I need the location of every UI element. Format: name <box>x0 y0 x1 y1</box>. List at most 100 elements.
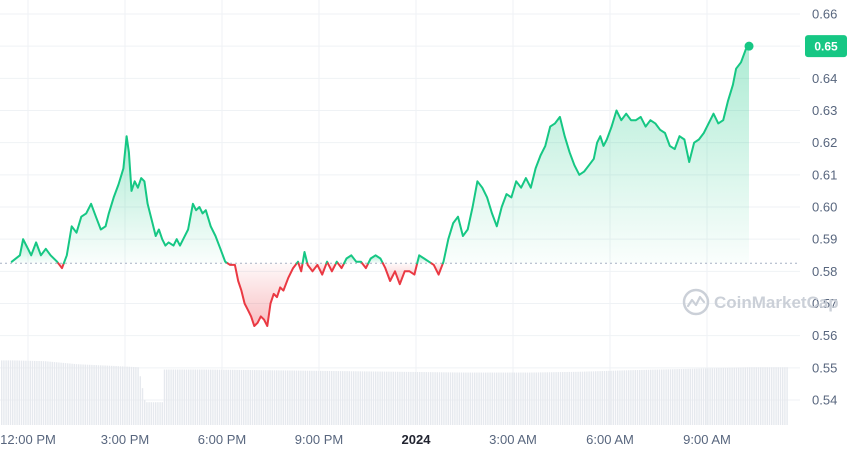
volume-bar <box>18 360 20 425</box>
volume-bar <box>768 367 771 425</box>
price-line-down <box>57 262 65 270</box>
volume-bar <box>232 369 234 425</box>
volume-bar <box>621 370 623 425</box>
volume-bar <box>588 371 590 425</box>
volume-bar <box>672 369 674 425</box>
volume-bar <box>372 371 375 425</box>
volume-bar <box>304 370 306 425</box>
x-tick-label: 9:00 AM <box>683 432 731 447</box>
volume-bar <box>355 371 357 425</box>
current-price-marker[interactable] <box>744 41 754 51</box>
volume-bar <box>152 402 155 425</box>
volume-bar <box>654 369 656 425</box>
volume-bar <box>419 372 421 425</box>
volume-bar <box>188 369 190 425</box>
volume-bar <box>623 370 625 425</box>
volume-bar <box>597 371 599 425</box>
volume-bar <box>234 369 236 425</box>
volume-bar <box>31 360 34 425</box>
volume-bar <box>64 363 67 425</box>
volume-bar <box>247 370 249 425</box>
volume-bar <box>148 402 150 425</box>
watermark-text: CoinMarketCap <box>714 293 839 312</box>
volume-bar <box>115 366 117 425</box>
x-tick-label: 3:00 PM <box>101 432 149 447</box>
volume-bar <box>586 371 588 425</box>
price-line-down <box>430 262 444 276</box>
volume-bar <box>51 361 53 425</box>
volume-bar <box>93 364 95 425</box>
volume-bar <box>212 369 214 425</box>
volume-bar <box>504 372 507 425</box>
volume-bar <box>656 369 658 425</box>
volume-bar <box>443 372 445 425</box>
volume-bar <box>91 364 93 425</box>
volume-bar <box>691 368 694 425</box>
volume-bar <box>36 360 38 425</box>
volume-bar <box>548 372 551 425</box>
volume-bar <box>551 372 553 425</box>
volume-bar <box>566 371 568 425</box>
volume-bar <box>172 369 174 425</box>
volume-bar <box>335 371 337 425</box>
volume-bar <box>513 372 515 425</box>
volume-bar <box>390 371 392 425</box>
volume-bar <box>86 364 89 425</box>
volume-bar <box>610 370 612 425</box>
volume-bar <box>676 369 678 425</box>
volume-bar <box>405 371 408 425</box>
volume-bar <box>5 360 7 425</box>
volume-bar <box>122 366 124 425</box>
price-line-up <box>441 45 750 265</box>
volume-bar <box>155 402 157 425</box>
volume-bar <box>709 368 711 425</box>
volume-bar <box>346 371 348 425</box>
volume-bar <box>3 360 5 425</box>
volume-bar <box>271 370 273 425</box>
volume-bar <box>196 369 199 425</box>
volume-bar <box>520 372 522 425</box>
volume-bar <box>298 370 300 425</box>
volume-bar <box>460 372 463 425</box>
volume-bar <box>126 366 128 425</box>
volume-bar <box>581 371 584 425</box>
price-line-down <box>337 262 346 270</box>
volume-bar <box>199 369 201 425</box>
volume-bar <box>368 371 370 425</box>
volume-bar <box>177 369 179 425</box>
volume-bar <box>102 365 104 425</box>
volume-bar <box>713 368 716 425</box>
volume-bar <box>740 367 742 425</box>
volume-bar <box>454 372 456 425</box>
volume-bar <box>478 372 480 425</box>
volume-bar <box>49 361 51 425</box>
price-line-down <box>361 262 370 270</box>
volume-bar <box>238 369 240 425</box>
volume-bar <box>344 371 346 425</box>
volume-bar <box>254 370 256 425</box>
volume-bar <box>707 368 709 425</box>
volume-bar <box>689 368 691 425</box>
volume-bar <box>111 365 113 425</box>
volume-bar <box>584 371 586 425</box>
volume-bar <box>687 368 689 425</box>
volume-bar <box>786 367 788 425</box>
volume-bar <box>669 369 672 425</box>
coinmarketcap-watermark: CoinMarketCap <box>682 288 839 316</box>
volume-bar <box>683 368 685 425</box>
x-tick-label: 3:00 AM <box>489 432 537 447</box>
volume-bar <box>124 366 126 425</box>
volume-bar <box>139 376 141 425</box>
volume-bar <box>53 362 56 425</box>
y-tick-label: 0.58 <box>812 264 837 279</box>
volume-bar <box>95 365 97 425</box>
volume-bar <box>619 370 621 425</box>
x-tick-label: 9:00 PM <box>295 432 343 447</box>
volume-bar <box>12 360 14 425</box>
volume-bar <box>614 370 617 425</box>
volume-bar <box>375 371 377 425</box>
volume-bar <box>293 370 295 425</box>
volume-bar <box>170 369 172 425</box>
volume-bar <box>570 371 573 425</box>
volume-bar <box>210 369 212 425</box>
